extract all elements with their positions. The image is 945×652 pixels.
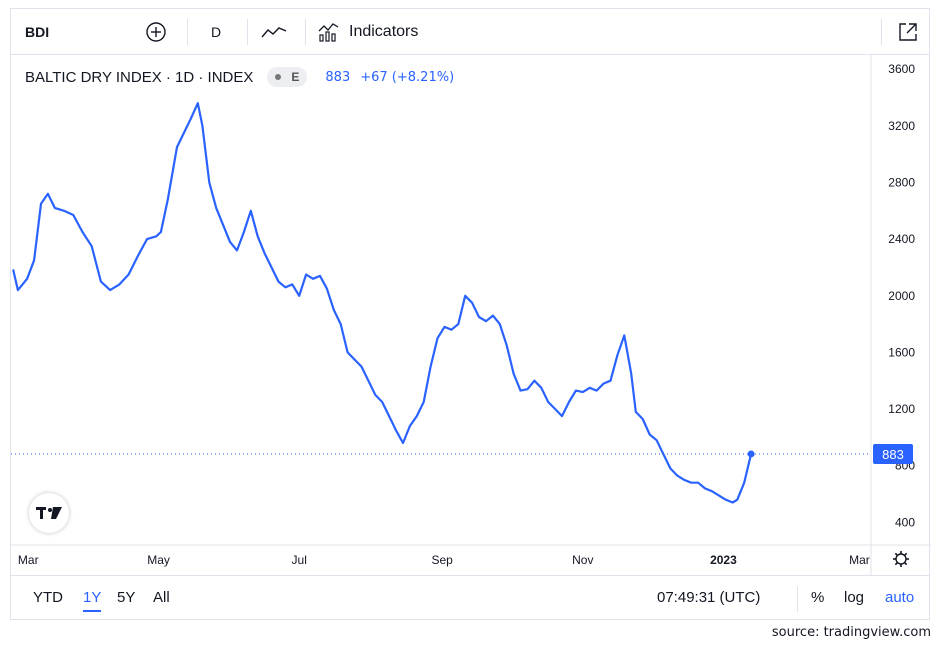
x-tick-label: May bbox=[147, 553, 170, 567]
indicators-button[interactable]: Indicators bbox=[317, 19, 431, 45]
x-tick-label: 2023 bbox=[710, 553, 737, 567]
tradingview-logo[interactable] bbox=[29, 493, 69, 533]
interval-button[interactable]: D bbox=[201, 19, 231, 45]
x-tick-label: Mar bbox=[849, 553, 870, 567]
y-tick-label: 400 bbox=[895, 515, 915, 529]
chart-legend: BALTIC DRY INDEX · 1D · INDEX E 883 +67 … bbox=[25, 67, 454, 87]
indicators-icon bbox=[318, 23, 339, 42]
utc-time[interactable]: 07:49:31 (UTC) bbox=[657, 589, 761, 606]
range-5y-button[interactable]: 5Y bbox=[117, 589, 136, 606]
badge-label: E bbox=[291, 70, 300, 84]
legend-change: +67 (+8.21%) bbox=[360, 69, 455, 85]
x-tick-label: Sep bbox=[431, 553, 453, 567]
bottom-divider bbox=[797, 586, 798, 612]
gear-tooth bbox=[903, 552, 908, 557]
log-scale-button[interactable]: log bbox=[844, 589, 865, 606]
x-tick-label: Jul bbox=[292, 553, 307, 567]
gear-tooth bbox=[903, 561, 908, 566]
chart-style-button[interactable] bbox=[257, 19, 291, 45]
fullscreen-button[interactable] bbox=[893, 19, 923, 45]
y-tick-label: 2000 bbox=[888, 289, 915, 303]
range-1y-button[interactable]: 1Y bbox=[83, 589, 102, 612]
toolbar-divider bbox=[187, 19, 188, 45]
percent-scale-button[interactable]: % bbox=[811, 589, 825, 606]
gear-tooth bbox=[894, 552, 899, 557]
interval-label: D bbox=[210, 24, 222, 40]
y-tick-label: 1200 bbox=[888, 402, 915, 416]
gear-ring bbox=[895, 553, 907, 565]
status-dot-icon bbox=[275, 74, 282, 80]
y-tick-label: 3200 bbox=[888, 119, 915, 133]
gear-tooth bbox=[894, 561, 899, 566]
y-tick-label: 2400 bbox=[888, 232, 915, 246]
price-label-text: 883 bbox=[882, 447, 904, 462]
settings-gear-icon[interactable] bbox=[893, 551, 909, 567]
source-caption: source: tradingview.com bbox=[771, 625, 931, 640]
range-ytd-button[interactable]: YTD bbox=[33, 589, 63, 606]
x-tick-label: Mar bbox=[18, 553, 39, 567]
add-symbol-icon bbox=[146, 22, 166, 42]
toolbar-divider bbox=[247, 19, 248, 45]
market-status-badge[interactable]: E bbox=[267, 67, 308, 87]
y-tick-label: 2800 bbox=[888, 175, 915, 189]
legend-price: 883 bbox=[325, 69, 351, 85]
last-point-marker bbox=[747, 450, 755, 458]
chart-widget: BDI D Indicators bbox=[10, 8, 931, 621]
bottom-toolbar: YTD 1Y 5Y All 07:49:31 (UTC) % log auto bbox=[11, 575, 929, 621]
x-tick-label: Nov bbox=[572, 553, 593, 567]
chart-plot-area[interactable]: 400 800 1200 1600 2000 2400 2800 3200 3600 883 Ma… bbox=[11, 55, 931, 575]
indicators-label: Indicators bbox=[349, 23, 419, 40]
price-label-box bbox=[873, 443, 913, 464]
add-symbol-button[interactable] bbox=[141, 19, 171, 45]
line-style-icon bbox=[261, 27, 287, 38]
y-tick-label: 1600 bbox=[888, 345, 915, 359]
legend-title: BALTIC DRY INDEX · 1D · INDEX bbox=[25, 68, 254, 86]
top-toolbar: BDI D Indicators bbox=[11, 9, 929, 55]
toolbar-divider bbox=[881, 19, 882, 45]
tradingview-logo-icon bbox=[36, 507, 62, 519]
range-all-button[interactable]: All bbox=[153, 589, 170, 606]
fullscreen-icon bbox=[899, 23, 917, 41]
series-line bbox=[12, 102, 753, 504]
symbol-label[interactable]: BDI bbox=[25, 24, 50, 40]
toolbar-divider bbox=[305, 19, 306, 45]
y-tick-label: 3600 bbox=[888, 62, 915, 76]
auto-scale-button[interactable]: auto bbox=[885, 589, 915, 606]
